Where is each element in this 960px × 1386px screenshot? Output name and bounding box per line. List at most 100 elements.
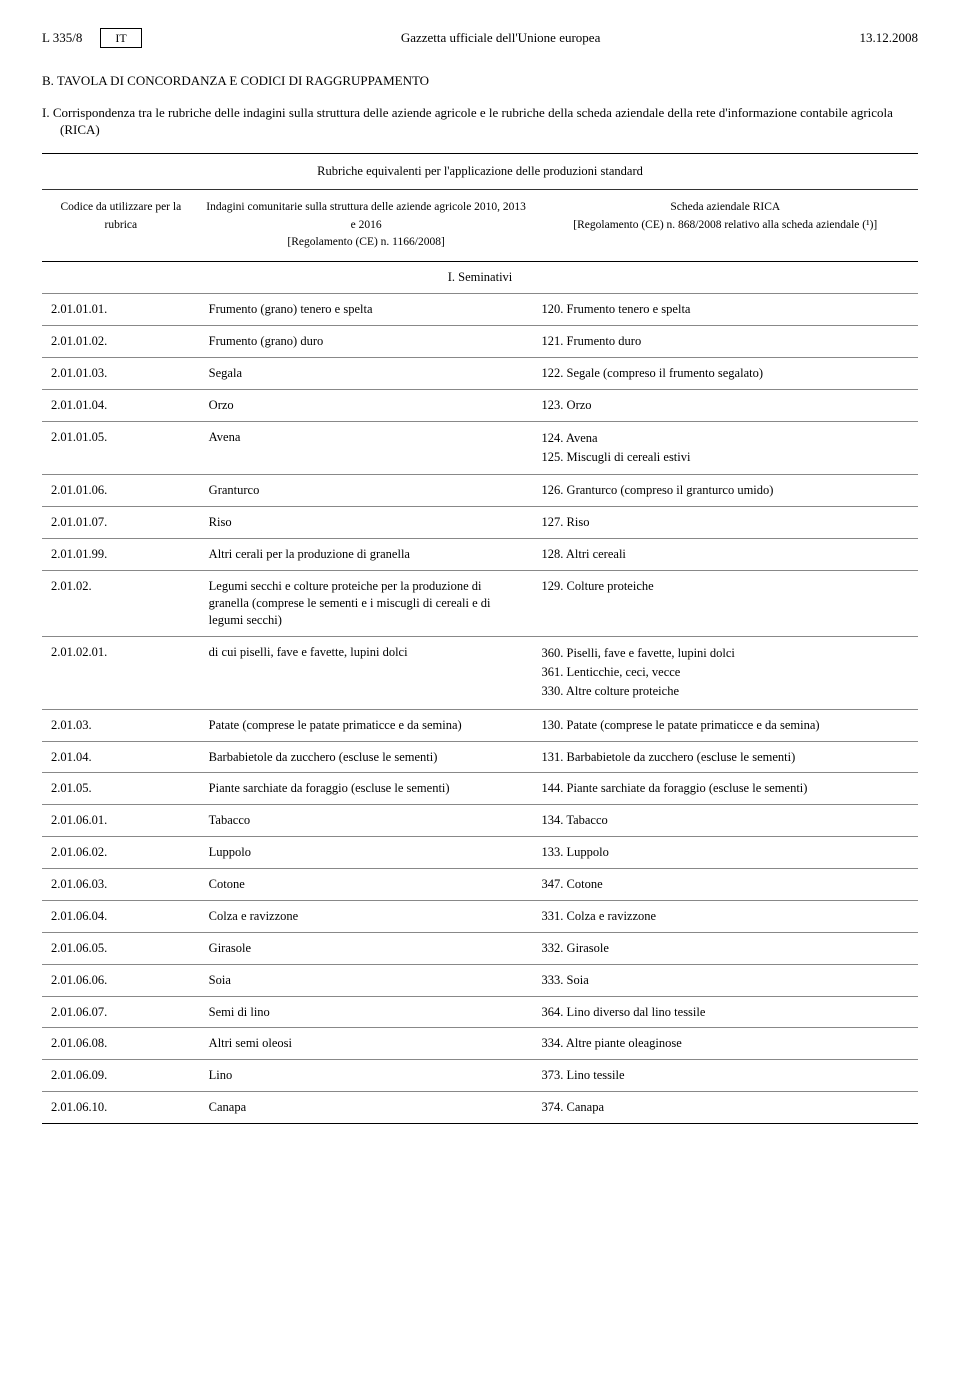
table-row: 2.01.06.06.Soia333. Soia (42, 964, 918, 996)
table-cell: 332. Girasole (533, 932, 918, 964)
table-row: 2.01.06.01.Tabacco134. Tabacco (42, 805, 918, 837)
table-row: 2.01.06.02.Luppolo133. Luppolo (42, 837, 918, 869)
table-cell: 127. Riso (533, 507, 918, 539)
table-cell: Canapa (200, 1092, 533, 1124)
table-cell: 131. Barbabietole da zucchero (escluse l… (533, 741, 918, 773)
journal-title: Gazzetta ufficiale dell'Unione europea (401, 29, 601, 47)
table-cell: 2.01.06.06. (42, 964, 200, 996)
table-cell: 134. Tabacco (533, 805, 918, 837)
table-row: 2.01.01.99.Altri cerali per la produzion… (42, 539, 918, 571)
table-cell: Tabacco (200, 805, 533, 837)
publication-date: 13.12.2008 (860, 29, 919, 47)
table-cell: Barbabietole da zucchero (escluse le sem… (200, 741, 533, 773)
table-row: 2.01.06.05.Girasole332. Girasole (42, 932, 918, 964)
table-cell: 374. Canapa (533, 1092, 918, 1124)
table-row: 2.01.01.07.Riso127. Riso (42, 507, 918, 539)
table-row: 2.01.01.01.Frumento (grano) tenero e spe… (42, 294, 918, 326)
table-cell: 2.01.06.02. (42, 837, 200, 869)
table-cell: 2.01.04. (42, 741, 200, 773)
table-cell: 123. Orzo (533, 389, 918, 421)
table-cell: Frumento (grano) tenero e spelta (200, 294, 533, 326)
table-row: 2.01.01.06.Granturco126. Granturco (comp… (42, 475, 918, 507)
table-cell: 2.01.02. (42, 570, 200, 636)
table-cell: Semi di lino (200, 996, 533, 1028)
table-cell: 130. Patate (comprese le patate primatic… (533, 709, 918, 741)
table-cell: 124. Avena125. Miscugli di cereali estiv… (533, 421, 918, 475)
table-cell: 129. Colture proteiche (533, 570, 918, 636)
table-cell: Cotone (200, 869, 533, 901)
table-cell: 126. Granturco (compreso il granturco um… (533, 475, 918, 507)
language-badge: IT (100, 28, 141, 48)
table-cell: Avena (200, 421, 533, 475)
table-cell: 2.01.06.04. (42, 900, 200, 932)
table-cell: 2.01.06.03. (42, 869, 200, 901)
table-cell: 333. Soia (533, 964, 918, 996)
table-cell: 128. Altri cereali (533, 539, 918, 571)
table-row: 2.01.04.Barbabietole da zucchero (esclus… (42, 741, 918, 773)
table-cell: 2.01.05. (42, 773, 200, 805)
table-row: 2.01.06.09.Lino373. Lino tessile (42, 1060, 918, 1092)
table-cell: Segala (200, 357, 533, 389)
table-cell: 2.01.01.03. (42, 357, 200, 389)
table-cell: 121. Frumento duro (533, 325, 918, 357)
concordance-table: Rubriche equivalenti per l'applicazione … (42, 153, 918, 1124)
table-cell: 334. Altre piante oleaginose (533, 1028, 918, 1060)
table-cell: 2.01.06.05. (42, 932, 200, 964)
table-cell: Riso (200, 507, 533, 539)
table-cell: Luppolo (200, 837, 533, 869)
table-cell: 2.01.06.07. (42, 996, 200, 1028)
table-cell: 2.01.01.99. (42, 539, 200, 571)
table-cell: 144. Piante sarchiate da foraggio (esclu… (533, 773, 918, 805)
table-row: 2.01.06.03.Cotone347. Cotone (42, 869, 918, 901)
table-cell: 122. Segale (compreso il frumento segala… (533, 357, 918, 389)
table-row: 2.01.01.04.Orzo123. Orzo (42, 389, 918, 421)
section-i-heading: I. Corrispondenza tra le rubriche delle … (42, 104, 918, 139)
table-cell: 364. Lino diverso dal lino tessile (533, 996, 918, 1028)
table-cell: 2.01.06.09. (42, 1060, 200, 1092)
table-row: 2.01.05.Piante sarchiate da foraggio (es… (42, 773, 918, 805)
table-cell: 347. Cotone (533, 869, 918, 901)
table-cell: 133. Luppolo (533, 837, 918, 869)
table-cell: 2.01.01.06. (42, 475, 200, 507)
page-header: L 335/8 IT Gazzetta ufficiale dell'Union… (42, 28, 918, 48)
table-cell: 2.01.03. (42, 709, 200, 741)
page-reference: L 335/8 (42, 29, 82, 47)
section-b-heading: B. TAVOLA DI CONCORDANZA E CODICI DI RAG… (42, 72, 918, 90)
table-row: 2.01.01.02.Frumento (grano) duro121. Fru… (42, 325, 918, 357)
table-cell: 360. Piselli, fave e favette, lupini dol… (533, 636, 918, 709)
column-header-rica: Scheda aziendale RICA[Regolamento (CE) n… (533, 189, 918, 261)
table-cell: Soia (200, 964, 533, 996)
table-cell: Altri cerali per la produzione di granel… (200, 539, 533, 571)
table-cell: Granturco (200, 475, 533, 507)
table-cell: 2.01.01.04. (42, 389, 200, 421)
column-header-surveys: Indagini comunitarie sulla struttura del… (200, 189, 533, 261)
table-cell: 2.01.01.02. (42, 325, 200, 357)
table-cell: 2.01.06.01. (42, 805, 200, 837)
table-cell: Altri semi oleosi (200, 1028, 533, 1060)
table-cell: Patate (comprese le patate primaticce e … (200, 709, 533, 741)
table-cell: Legumi secchi e colture proteiche per la… (200, 570, 533, 636)
table-row: 2.01.01.03.Segala122. Segale (compreso i… (42, 357, 918, 389)
table-cell: Colza e ravizzone (200, 900, 533, 932)
table-cell: 373. Lino tessile (533, 1060, 918, 1092)
table-cell: Piante sarchiate da foraggio (escluse le… (200, 773, 533, 805)
table-cell: 2.01.02.01. (42, 636, 200, 709)
table-row: 2.01.03.Patate (comprese le patate prima… (42, 709, 918, 741)
table-cell: 2.01.06.08. (42, 1028, 200, 1060)
table-cell: 2.01.06.10. (42, 1092, 200, 1124)
table-cell: 2.01.01.01. (42, 294, 200, 326)
table-cell: Lino (200, 1060, 533, 1092)
table-row: 2.01.06.07.Semi di lino364. Lino diverso… (42, 996, 918, 1028)
table-row: 2.01.06.04.Colza e ravizzone331. Colza e… (42, 900, 918, 932)
table-cell: 2.01.01.07. (42, 507, 200, 539)
table-row: 2.01.01.05.Avena124. Avena125. Miscugli … (42, 421, 918, 475)
table-cell: Girasole (200, 932, 533, 964)
table-cell: di cui piselli, fave e favette, lupini d… (200, 636, 533, 709)
table-row: 2.01.02.Legumi secchi e colture proteich… (42, 570, 918, 636)
table-row: 2.01.06.10.Canapa374. Canapa (42, 1092, 918, 1124)
table-cell: Orzo (200, 389, 533, 421)
table-cell: 2.01.01.05. (42, 421, 200, 475)
section-row-seminativi: I. Seminativi (42, 262, 918, 294)
table-cell: 331. Colza e ravizzone (533, 900, 918, 932)
table-row: 2.01.06.08.Altri semi oleosi334. Altre p… (42, 1028, 918, 1060)
